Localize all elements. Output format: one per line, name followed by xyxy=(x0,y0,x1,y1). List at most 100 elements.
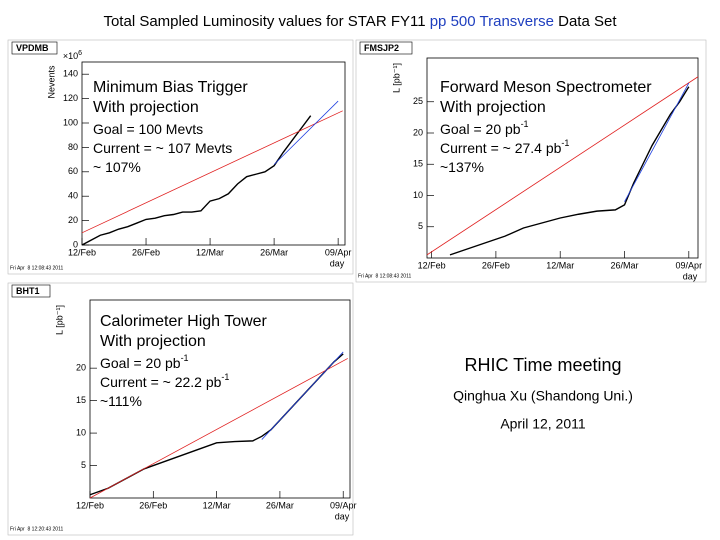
annotation-text: Forward Meson Spectrometer xyxy=(440,79,652,96)
annotation: Calorimeter High Tower xyxy=(100,313,268,330)
tab-box xyxy=(359,41,413,55)
chart-tab: VPDMB xyxy=(16,43,49,53)
chart-tab: BHT1 xyxy=(16,286,40,296)
y-tick-label: 120 xyxy=(63,93,78,103)
y-tick-label: 100 xyxy=(63,117,78,127)
y-multiplier: ×106 xyxy=(63,50,82,62)
series-line xyxy=(273,100,339,165)
y-tick-label: 25 xyxy=(413,96,423,106)
y-tick-label: 140 xyxy=(63,69,78,79)
annotation: Goal = 100 Mevts xyxy=(93,121,203,137)
title-part: Data Set xyxy=(554,13,617,30)
annotation: Current = ~ 107 Mevts xyxy=(93,140,232,156)
y-tick-label: 60 xyxy=(68,166,78,176)
x-tick-label: 26/Mar xyxy=(266,500,294,510)
series-line xyxy=(449,86,690,256)
timestamp: Fri Apr 8 12:08:43 2011 xyxy=(10,265,63,271)
annotation-text: Goal = 20 pb xyxy=(100,355,181,371)
annotation-text: With projection xyxy=(100,333,206,350)
annotation: Goal = 20 pb-1 xyxy=(100,353,189,370)
y-tick-label: 80 xyxy=(68,142,78,152)
timestamp: Fri Apr 8 12:08:43 2011 xyxy=(358,273,411,279)
y-tick-label: 10 xyxy=(413,190,423,200)
series-line xyxy=(81,115,312,246)
x-tick-label: 26/Feb xyxy=(482,260,510,270)
annotation: With projection xyxy=(440,99,546,116)
chart-tab: FMSJP2 xyxy=(364,43,399,53)
annotation-sup: -1 xyxy=(221,372,229,382)
annotation: Goal = 20 pb-1 xyxy=(440,119,529,136)
annotation-text: Goal = 20 pb xyxy=(440,121,521,137)
x-tick-label: 12/Feb xyxy=(76,500,104,510)
annotation-text: ~111% xyxy=(100,393,142,409)
y-tick-label: 5 xyxy=(81,460,86,470)
annotation: With projection xyxy=(100,333,206,350)
annotation-text: Current = ~ 22.2 pb xyxy=(100,374,222,390)
x-axis-label: day xyxy=(335,511,350,521)
plot-frame xyxy=(89,299,351,499)
x-tick-label: 12/Feb xyxy=(418,260,446,270)
annotation-sup: -1 xyxy=(561,138,569,148)
x-axis-label: day xyxy=(683,271,698,281)
series-line xyxy=(261,351,344,440)
x-tick-label: 12/Mar xyxy=(546,260,574,270)
date: April 12, 2011 xyxy=(500,416,586,432)
annotation: ~ 107% xyxy=(93,159,141,175)
annotation-text: Goal = 100 Mevts xyxy=(93,121,203,137)
annotation-text: ~ 107% xyxy=(93,159,141,175)
series-line xyxy=(426,76,699,256)
series-line xyxy=(624,82,690,202)
annotation-text: Current = ~ 107 Mevts xyxy=(93,140,232,156)
annotation: With projection xyxy=(93,99,199,116)
y-tick-label: 15 xyxy=(76,395,86,405)
annotation: ~137% xyxy=(440,159,484,175)
y-tick-label: 20 xyxy=(413,127,423,137)
author: Qinghua Xu (Shandong Uni.) xyxy=(453,388,633,404)
x-tick-label: 12/Mar xyxy=(203,500,231,510)
x-tick-label: 12/Feb xyxy=(68,247,96,257)
x-axis-label: day xyxy=(330,258,345,268)
x-tick-label: 09/Apr xyxy=(325,247,352,257)
y-tick-label: 20 xyxy=(76,363,86,373)
title-part: pp 500 Transverse xyxy=(430,13,554,30)
pane xyxy=(355,39,707,283)
annotation: Current = ~ 22.2 pb-1 xyxy=(100,372,229,389)
y-tick-label: 10 xyxy=(76,427,86,437)
x-tick-label: 26/Feb xyxy=(139,500,167,510)
x-tick-label: 12/Mar xyxy=(196,247,224,257)
pane xyxy=(7,39,354,275)
y-axis-label: L [pb⁻¹] xyxy=(391,63,401,93)
annotation-text: Minimum Bias Trigger xyxy=(93,79,248,96)
x-tick-label: 26/Mar xyxy=(611,260,639,270)
timestamp: Fri Apr 8 12:20:43 2011 xyxy=(10,526,63,532)
annotation: ~111% xyxy=(100,393,142,409)
annotation-sup: -1 xyxy=(521,119,529,129)
y-axis-label: Nevents xyxy=(46,65,56,99)
annotation-text: ~137% xyxy=(440,159,484,175)
x-tick-label: 09/Apr xyxy=(330,500,357,510)
plot-frame xyxy=(426,57,699,259)
title-part: Total Sampled Luminosity values for STAR… xyxy=(103,13,429,30)
y-tick-label: 5 xyxy=(418,221,423,231)
y-multiplier-exp: 6 xyxy=(78,50,82,57)
annotation-text: Current = ~ 27.4 pb xyxy=(440,140,562,156)
slide-title: Total Sampled Luminosity values for STAR… xyxy=(103,13,617,30)
x-tick-label: 26/Mar xyxy=(260,247,288,257)
annotation: Forward Meson Spectrometer xyxy=(440,79,652,96)
annotation: Current = ~ 27.4 pb-1 xyxy=(440,138,569,155)
meeting: RHIC Time meeting xyxy=(464,355,621,375)
y-axis-label: L [pb⁻¹] xyxy=(54,305,64,335)
y-multiplier-base: ×10 xyxy=(63,51,78,61)
x-tick-label: 26/Feb xyxy=(132,247,160,257)
series-line xyxy=(81,110,343,234)
plot-frame xyxy=(81,61,346,246)
y-tick-label: 20 xyxy=(68,215,78,225)
annotation-sup: -1 xyxy=(181,353,189,363)
pane xyxy=(7,282,354,536)
annotation-text: With projection xyxy=(93,99,199,116)
y-tick-label: 15 xyxy=(413,159,423,169)
x-tick-label: 09/Apr xyxy=(676,260,703,270)
annotation: Minimum Bias Trigger xyxy=(93,79,248,96)
tab-box xyxy=(11,41,58,55)
